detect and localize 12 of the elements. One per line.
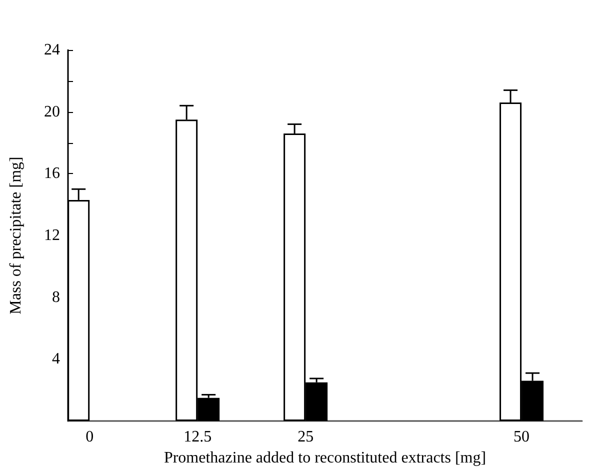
x-tick-label: 50 [514, 428, 530, 446]
y-tick-label: 12 [44, 227, 60, 244]
x-tick-label: 12.5 [184, 428, 212, 446]
x-tick-label: 0 [86, 428, 94, 446]
y-tick-label: 24 [44, 42, 60, 58]
y-tick-label: 4 [52, 350, 60, 368]
y-tick-label: 20 [44, 103, 60, 120]
y-tick-label: 8 [52, 288, 60, 306]
x-axis-title: Promethazine added to reconstituted extracts [mg] [164, 449, 486, 466]
y-axis-title: Mass of precipitate [mg] [8, 156, 24, 314]
y-tick-label: 16 [44, 165, 60, 182]
x-tick-label: 25 [298, 428, 314, 446]
